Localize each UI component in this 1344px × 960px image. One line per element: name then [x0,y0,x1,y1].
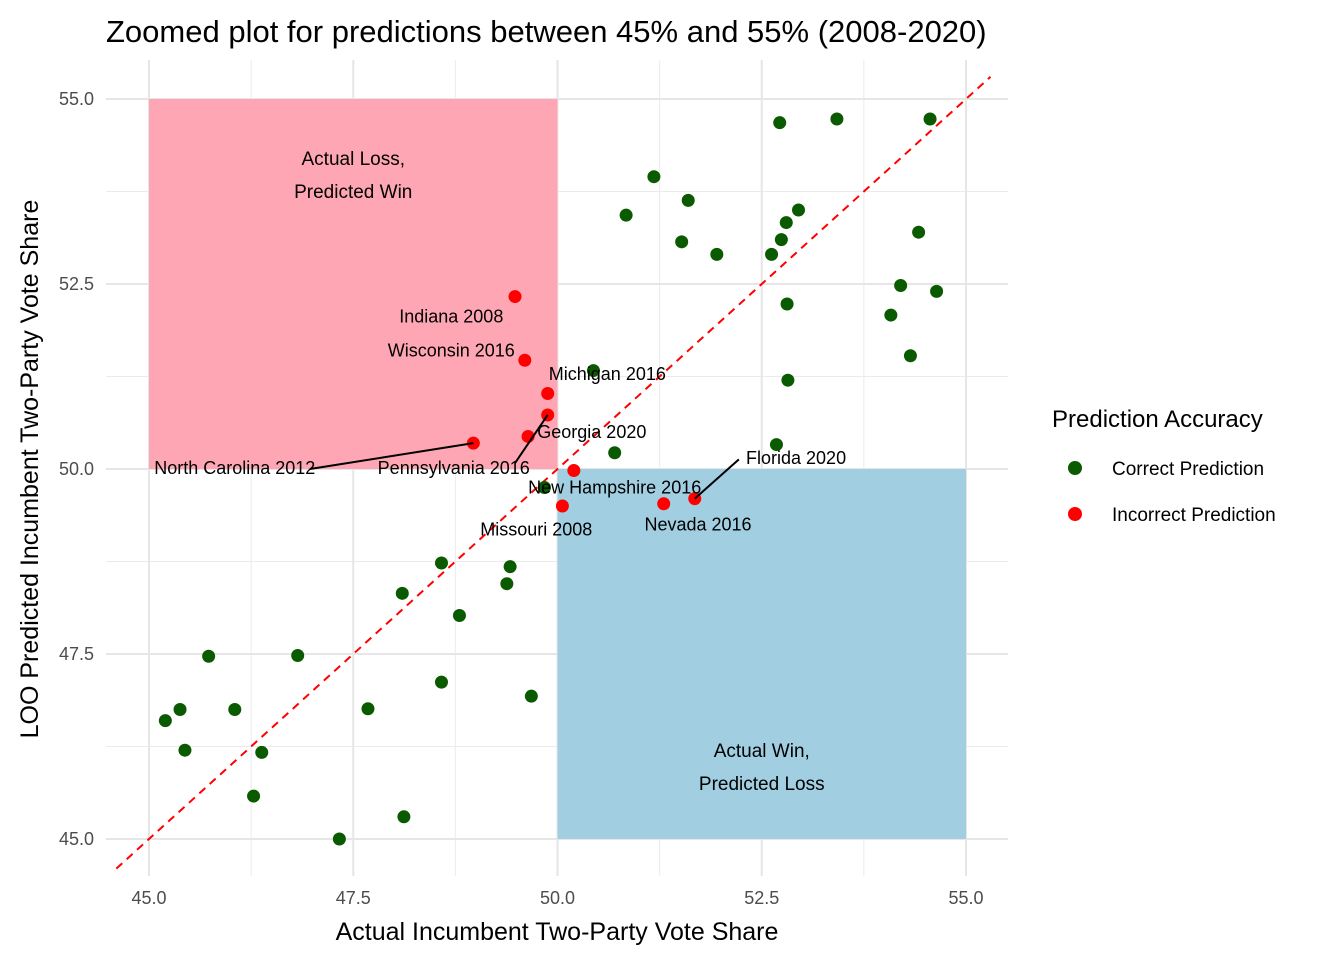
correct-prediction-point [178,743,192,757]
correct-prediction-point [619,208,633,222]
correct-prediction-point [228,703,242,716]
legend-label: Correct Prediction [1112,459,1264,480]
incorrect-prediction-point [518,353,532,367]
point-label: Missouri 2008 [480,520,592,540]
correct-prediction-point [884,308,898,322]
point-label: Pennsylvania 2016 [378,458,530,478]
correct-prediction-point [537,481,551,494]
correct-prediction-point [332,832,346,846]
correct-prediction-point [524,689,538,703]
incorrect-prediction-point [567,463,581,477]
correct-prediction-point [675,235,689,249]
correct-prediction-point [912,225,926,239]
legend: Prediction Accuracy Correct Prediction In… [1052,406,1276,526]
incorrect-prediction-point [541,387,555,401]
correct-prediction-point [830,112,844,126]
point-label: New Hampshire 2016 [528,477,701,497]
region-label: Actual Win, [714,741,810,762]
y-tick-label: 52.5 [59,274,94,294]
correct-prediction-point [647,170,661,184]
chart-title: Zoomed plot for predictions between 45% … [106,14,987,49]
correct-prediction-point [792,203,806,217]
x-tick-label: 45.0 [131,888,166,908]
correct-prediction-point [173,703,187,716]
correct-prediction-point [395,586,409,600]
correct-prediction-point [930,284,944,298]
legend-title: Prediction Accuracy [1052,406,1263,433]
correct-prediction-point [765,247,779,261]
plot-panel: Actual Loss, Predicted Win Actual Win, Pred… [106,60,1008,876]
correct-prediction-point [500,577,514,591]
region-label: Predicted Loss [699,774,825,795]
point-label: North Carolina 2012 [154,458,315,478]
point-label: Indiana 2008 [399,306,503,326]
correct-prediction-point [247,789,261,803]
correct-prediction-point [361,702,375,716]
correct-prediction-point [434,556,448,570]
correct-prediction-point [397,810,411,824]
correct-prediction-point [255,745,269,759]
correct-prediction-point [291,648,305,662]
incorrect-prediction-point [508,290,522,304]
correct-prediction-point [452,609,466,623]
correct-prediction-point [434,675,448,689]
point-label: Nevada 2016 [644,514,751,534]
correct-prediction-point [681,193,695,207]
point-label: Georgia 2020 [537,422,646,442]
correct-prediction-point [903,349,917,363]
x-axis-title: Actual Incumbent Two-Party Vote Share [336,918,779,946]
point-label: Michigan 2016 [549,364,666,384]
correct-prediction-point [608,446,622,460]
annotation-leader-line [694,458,740,500]
correct-prediction-point [780,297,794,311]
legend-key [1068,461,1082,475]
y-tick-label: 45.0 [59,829,94,849]
correct-prediction-point [781,373,795,387]
region-label: Predicted Win [294,182,412,203]
reference-line-y-equals-x [115,76,992,870]
y-tick-label: 50.0 [59,459,94,479]
correct-prediction-point [773,116,787,130]
incorrect-prediction-point [657,497,671,511]
x-tick-label: 47.5 [336,888,371,908]
correct-prediction-point [774,233,788,247]
y-tick-label: 55.0 [59,89,94,109]
correct-prediction-point [586,364,600,378]
correct-prediction-point [769,438,783,452]
annotation-leader-line [309,442,474,470]
point-label: Florida 2020 [746,448,846,468]
x-tick-label: 55.0 [948,888,983,908]
correct-prediction-point [503,560,517,574]
annotation-leader-line [514,414,549,464]
y-axis-title: LOO Predicted Incumbent Two-Party Vote S… [16,200,44,739]
correct-prediction-point [158,714,172,728]
correct-prediction-point [894,278,908,292]
x-tick-label: 50.0 [540,888,575,908]
region-actual-win-predicted-loss [557,469,966,839]
point-label: Wisconsin 2016 [388,341,515,361]
legend-label: Incorrect Prediction [1112,505,1276,526]
incorrect-prediction-point [555,499,569,513]
legend-key [1068,507,1082,521]
region-actual-loss-predicted-win [149,99,558,469]
correct-prediction-point [923,112,937,126]
correct-prediction-point [202,649,216,663]
x-tick-label: 52.5 [744,888,779,908]
correct-prediction-point [779,216,793,230]
y-tick-label: 47.5 [59,644,94,664]
region-label: Actual Loss, [302,149,406,170]
correct-prediction-point [710,247,724,261]
